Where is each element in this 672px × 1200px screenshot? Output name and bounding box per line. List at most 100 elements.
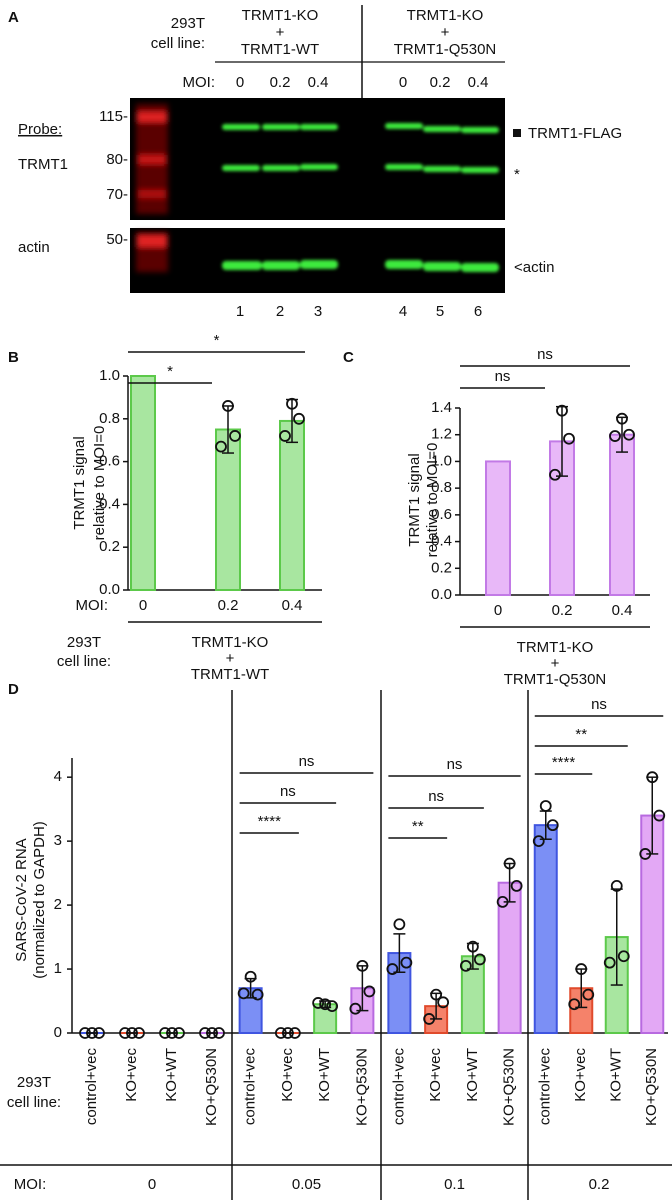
data-point xyxy=(430,988,443,1001)
data-point xyxy=(222,400,234,412)
blot-trmt1 xyxy=(130,98,505,220)
lane-moi: 0.4 xyxy=(468,74,489,91)
lane-moi: 0.4 xyxy=(308,74,329,91)
lane-moi: 0.2 xyxy=(430,74,451,91)
y-tick-label: 0.2 xyxy=(431,559,452,576)
sig-label: **** xyxy=(258,813,282,830)
data-point xyxy=(466,940,479,953)
x-tick-label: KO+Q530N xyxy=(203,1048,220,1126)
data-point xyxy=(79,1027,91,1039)
data-point xyxy=(86,1027,98,1039)
data-point xyxy=(549,468,561,481)
panel-letter: C xyxy=(343,349,354,366)
data-point xyxy=(400,956,413,969)
data-point xyxy=(393,918,406,931)
data-point xyxy=(279,430,291,442)
band-label: TRMT1-FLAG xyxy=(528,125,622,142)
lane-number: 6 xyxy=(474,303,482,320)
sig-label: ns xyxy=(447,756,463,773)
group-label: + xyxy=(226,650,235,667)
data-point xyxy=(229,430,241,442)
y-tick-label: 0.4 xyxy=(431,533,452,550)
band-marker xyxy=(513,129,521,137)
x-tick-label: 0.4 xyxy=(282,597,303,614)
lane-number: 2 xyxy=(276,303,284,320)
data-point xyxy=(556,404,568,417)
group-label: + xyxy=(551,655,560,672)
mw-marker: 70- xyxy=(106,186,128,203)
y-tick-label: 1.2 xyxy=(431,426,452,443)
cell-line-label: cell line: xyxy=(151,35,205,52)
panel-letter: A xyxy=(8,9,19,26)
y-tick-label: 0 xyxy=(54,1024,62,1041)
x-tick-label: KO+vec xyxy=(123,1048,140,1102)
data-point xyxy=(119,1027,131,1039)
western-blot xyxy=(130,5,521,293)
sig-label: ns xyxy=(299,753,315,770)
data-point xyxy=(609,430,621,442)
y-tick-label: 0.4 xyxy=(99,495,120,512)
y-tick-label: 0.2 xyxy=(99,538,120,555)
data-point xyxy=(510,880,523,892)
band-label: * xyxy=(514,166,520,183)
y-axis-label: SARS-CoV-2 RNA xyxy=(13,838,30,961)
y-tick-label: 1.4 xyxy=(431,399,452,416)
data-point xyxy=(437,996,450,1009)
data-point xyxy=(532,835,545,848)
group-header: TRMT1-WT xyxy=(241,41,319,58)
sig-label: ** xyxy=(412,818,424,835)
data-point xyxy=(563,432,575,445)
data-point xyxy=(603,956,616,969)
data-point xyxy=(206,1027,218,1039)
x-tick-label: 0 xyxy=(494,602,502,619)
moi-value: 0 xyxy=(148,1176,156,1193)
moi-value: 0.2 xyxy=(589,1176,610,1193)
x-tick-label: control+vec xyxy=(390,1048,407,1126)
error-bar xyxy=(503,862,516,903)
sig-label: **** xyxy=(552,754,576,771)
y-tick-label: 1.0 xyxy=(99,367,120,384)
data-point xyxy=(251,988,264,1001)
data-point xyxy=(288,1027,301,1039)
data-point xyxy=(274,1027,287,1039)
data-point xyxy=(473,953,486,966)
bar xyxy=(215,428,241,591)
y-axis-label: relative to MOI=0 xyxy=(91,426,108,541)
y-tick-label: 0.8 xyxy=(99,410,120,427)
y-tick-label: 3 xyxy=(54,832,62,849)
data-point xyxy=(93,1027,105,1039)
lane-number: 1 xyxy=(236,303,244,320)
data-point xyxy=(386,963,399,975)
data-point xyxy=(133,1027,145,1039)
sig-label: ns xyxy=(280,783,296,800)
bar xyxy=(485,460,511,596)
data-point xyxy=(356,959,369,972)
data-point xyxy=(237,987,250,1000)
error-bar xyxy=(646,776,659,855)
x-tick-label: KO+Q530N xyxy=(501,1048,518,1126)
bar xyxy=(533,824,558,1035)
data-point xyxy=(213,1027,225,1039)
x-tick-label: 0.4 xyxy=(612,602,633,619)
data-point xyxy=(617,950,630,963)
data-point xyxy=(503,857,516,870)
x-tick-label: KO+vec xyxy=(572,1048,589,1102)
data-point xyxy=(286,397,298,410)
band-label: <actin xyxy=(514,259,554,276)
y-tick-label: 4 xyxy=(54,768,62,785)
sig-label: ** xyxy=(575,726,587,743)
lane-moi: 0 xyxy=(399,74,407,91)
data-point xyxy=(546,819,559,832)
data-point xyxy=(616,412,628,425)
data-point xyxy=(575,963,588,975)
y-tick-label: 0.0 xyxy=(431,586,452,603)
ladder xyxy=(136,104,168,272)
lane-number: 4 xyxy=(399,303,407,320)
y-axis-label: TRMT1 signal xyxy=(406,453,423,546)
group-title: 293T xyxy=(17,1074,51,1091)
bands xyxy=(222,123,499,272)
x-tick-label: control+vec xyxy=(242,1048,259,1126)
group-label: TRMT1-WT xyxy=(191,666,269,683)
y-tick-label: 1 xyxy=(54,960,62,977)
